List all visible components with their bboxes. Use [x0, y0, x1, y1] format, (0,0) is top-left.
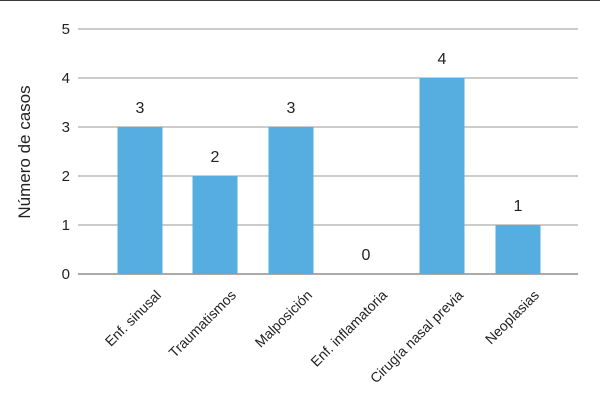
y-axis-label: Número de casos [15, 85, 34, 218]
y-tick-label: 0 [62, 266, 70, 283]
y-tick-label: 2 [62, 168, 70, 185]
bars [117, 78, 541, 274]
bar [495, 225, 541, 274]
category-labels: Enf. sinusal Traumatismos MalposiciónEnf. … [102, 287, 542, 387]
y-tick-label: 1 [62, 217, 70, 234]
bar [117, 127, 163, 274]
data-label: 1 [514, 198, 523, 215]
top-border-line [0, 0, 600, 1]
category-label: Neoplasias [482, 287, 542, 347]
category-label: Enf. inflamatoria [307, 287, 390, 370]
bar [268, 127, 314, 274]
category-label: Malposición [252, 287, 316, 351]
y-axis-ticks: 0 1 2 3 4 5 [62, 21, 70, 283]
bar [419, 78, 465, 274]
data-label: 4 [438, 51, 447, 68]
category-label: Traumatismos [165, 287, 239, 361]
y-tick-label: 5 [62, 21, 70, 38]
bar [192, 176, 238, 274]
data-label: 3 [287, 100, 296, 117]
data-label: 0 [362, 247, 371, 264]
data-labels: 3 2 3 0 4 1 [136, 51, 523, 264]
data-label: 3 [136, 100, 145, 117]
y-tick-label: 3 [62, 119, 70, 136]
data-label: 2 [211, 149, 220, 166]
y-tick-label: 4 [62, 70, 70, 87]
category-label: Enf. sinusal [102, 287, 164, 349]
